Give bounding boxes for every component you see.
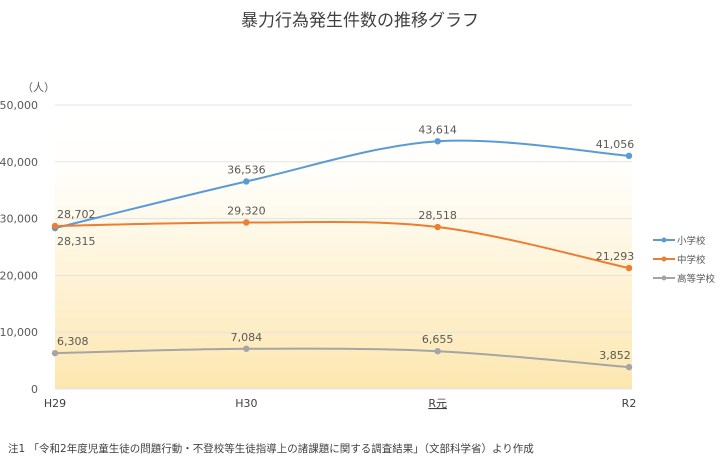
y-tick-label: 10,000 <box>0 326 38 339</box>
y-tick-label: 0 <box>31 383 38 396</box>
legend-label: 高等学校 <box>677 273 716 285</box>
series-line-1 <box>54 139 630 230</box>
data-label: 41,056 <box>596 138 635 151</box>
data-point <box>243 345 250 352</box>
data-label: 29,320 <box>227 204 266 217</box>
data-label: 6,655 <box>422 333 454 346</box>
data-label: 6,308 <box>57 335 89 348</box>
data-point <box>434 223 441 231</box>
data-point <box>51 349 59 357</box>
y-tick-label: 50,000 <box>0 99 38 112</box>
data-point <box>625 152 633 160</box>
legend-label: 小学校 <box>677 235 706 247</box>
y-tick-label: 20,000 <box>0 269 38 282</box>
x-tick-label: H29 <box>44 397 66 410</box>
data-label: 28,315 <box>57 235 96 248</box>
x-tick-label: R元 <box>428 397 447 410</box>
data-label: 28,702 <box>57 208 96 221</box>
data-point <box>625 264 633 272</box>
legend-label: 中学校 <box>677 254 706 266</box>
x-tick-label: R2 <box>622 397 637 410</box>
legend-marker <box>661 275 667 281</box>
y-axis-label: （人） <box>22 81 55 94</box>
data-point <box>434 138 441 145</box>
data-point <box>625 363 633 371</box>
plot-background <box>55 105 632 389</box>
data-label: 3,852 <box>599 349 631 362</box>
chart-title: 暴力行為発生件数の推移グラフ <box>241 11 479 31</box>
series-line-2 <box>54 220 630 270</box>
data-point <box>243 178 250 185</box>
data-label: 43,614 <box>418 123 457 136</box>
y-tick-label: 40,000 <box>0 156 38 169</box>
series-line-3 <box>54 347 630 369</box>
data-point <box>434 347 441 355</box>
data-label: 28,518 <box>418 209 457 222</box>
x-tick-label: H30 <box>235 397 257 410</box>
data-label: 7,084 <box>231 331 263 344</box>
legend-marker <box>661 237 667 243</box>
y-tick-label: 30,000 <box>0 213 38 226</box>
data-label: 21,293 <box>596 250 635 263</box>
data-point <box>243 219 250 226</box>
legend-marker <box>661 256 667 262</box>
source-note: 注1 「令和2年度児童生徒の問題行動・不登校等生徒指導上の諸課題に関する調査結果… <box>8 443 534 455</box>
data-label: 36,536 <box>227 163 266 176</box>
data-point <box>51 222 59 230</box>
